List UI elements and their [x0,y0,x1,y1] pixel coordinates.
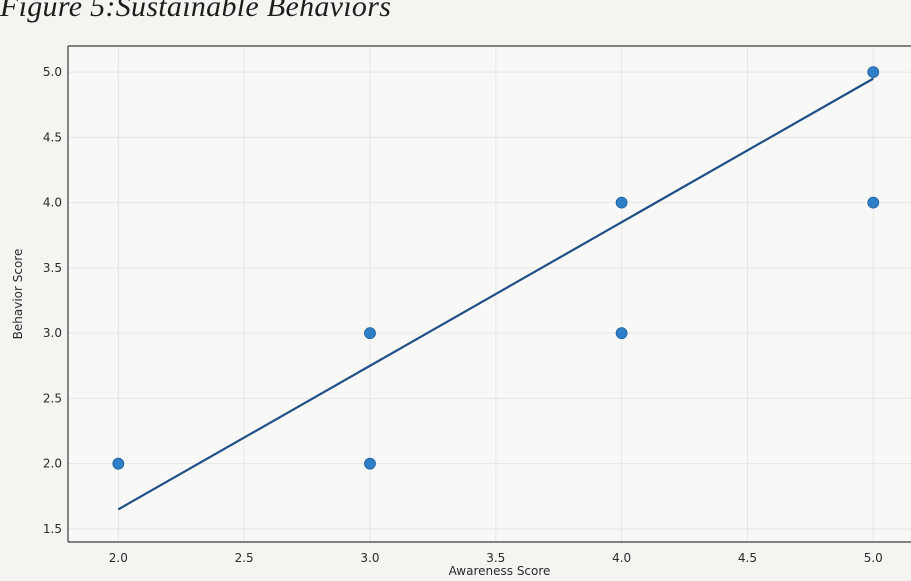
y-tick-label: 3.0 [43,326,62,340]
data-point [867,196,880,209]
x-tick-label: 4.5 [738,551,757,565]
data-point [615,196,628,209]
y-tick-label: 5.0 [43,65,62,79]
y-tick-label: 1.5 [43,522,62,536]
trend-line [117,77,874,511]
data-point [112,457,125,470]
tick-labels: 2.0 2.5 3.0 3.5 4.0 4.5 5.0 1.5 2.0 2.5 3.0 3.5 4.0 4… [43,65,883,565]
x-axis-label: Awareness Score [449,564,551,578]
data-point [867,66,880,79]
y-tick-label: 2.0 [43,457,62,471]
data-point [615,327,628,340]
x-tick-label: 2.5 [235,551,254,565]
x-tick-label: 3.0 [360,551,379,565]
plot-area [68,46,911,542]
y-tick-label: 2.5 [43,391,62,405]
y-tick-label: 4.5 [43,130,62,144]
x-tick-label: 3.5 [486,551,505,565]
data-point [364,457,376,470]
y-tick-label: 3.5 [43,261,62,275]
figure-title: Figure 5:Sustainable Behaviors [0,0,392,23]
x-tick-label: 4.0 [612,551,631,565]
x-tick-label: 5.0 [864,551,883,565]
data-points [112,66,880,470]
trend-line-group [117,77,874,511]
y-axis-label: Behavior Score [11,249,25,340]
data-point [364,327,376,340]
y-tick-label: 4.0 [43,196,62,210]
x-tick-label: 2.0 [109,551,128,565]
axes [67,45,911,543]
